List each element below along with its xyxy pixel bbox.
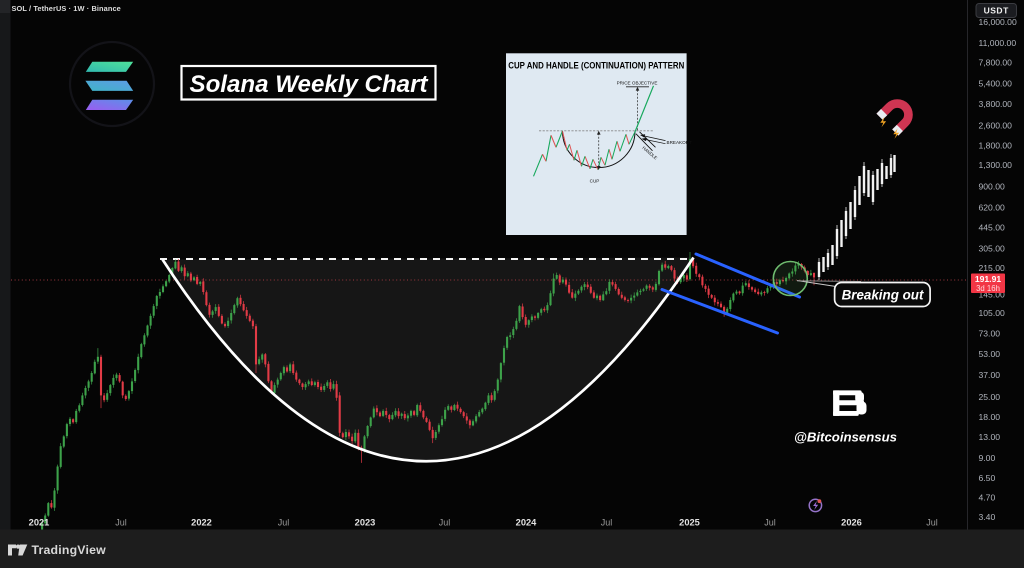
svg-text:305.00: 305.00 (979, 244, 1006, 254)
svg-text:CUP AND HANDLE (CONTINUATION): CUP AND HANDLE (CONTINUATION) PATTERN (508, 61, 684, 71)
svg-text:105.00: 105.00 (979, 308, 1006, 318)
svg-text:9.00: 9.00 (979, 453, 996, 463)
svg-text:16,000.00: 16,000.00 (979, 17, 1017, 27)
svg-text:25.00: 25.00 (979, 392, 1001, 402)
svg-text:Jul: Jul (764, 518, 776, 528)
svg-text:11,000.00: 11,000.00 (979, 38, 1017, 48)
svg-text:2025: 2025 (679, 518, 700, 528)
svg-text:USDT: USDT (984, 5, 1009, 15)
svg-text:Jul: Jul (278, 518, 290, 528)
svg-text:191.91: 191.91 (975, 274, 1002, 284)
svg-text:145.00: 145.00 (979, 290, 1006, 300)
svg-text:1,800.00: 1,800.00 (979, 141, 1013, 151)
svg-text:Jul: Jul (439, 518, 451, 528)
svg-text:TradingView: TradingView (32, 543, 107, 557)
svg-text:PRICE OBJECTIVE: PRICE OBJECTIVE (617, 80, 658, 85)
svg-text:Jul: Jul (926, 518, 938, 528)
svg-text:37.00: 37.00 (979, 370, 1001, 380)
svg-text:1,300.00: 1,300.00 (979, 160, 1013, 170)
svg-text:2026: 2026 (841, 518, 862, 528)
svg-text:7,800.00: 7,800.00 (979, 58, 1013, 68)
svg-text:CUP: CUP (590, 178, 600, 183)
svg-text:6.50: 6.50 (979, 473, 996, 483)
svg-text:445.00: 445.00 (979, 223, 1006, 233)
svg-text:620.00: 620.00 (979, 203, 1006, 213)
svg-text:18.00: 18.00 (979, 412, 1001, 422)
svg-text:215.00: 215.00 (979, 263, 1006, 273)
svg-text:3.40: 3.40 (979, 512, 996, 522)
svg-text:900.00: 900.00 (979, 181, 1006, 191)
svg-text:Breaking out: Breaking out (842, 288, 924, 303)
svg-text:73.00: 73.00 (979, 329, 1001, 339)
svg-text:53.00: 53.00 (979, 349, 1001, 359)
svg-text:SOL / TetherUS · 1W · Binance: SOL / TetherUS · 1W · Binance (12, 4, 121, 13)
svg-text:3d 16h: 3d 16h (976, 284, 1000, 293)
svg-text:2,600.00: 2,600.00 (979, 121, 1013, 131)
svg-text:4.70: 4.70 (979, 493, 996, 503)
svg-text:2021: 2021 (29, 518, 50, 528)
svg-text:2024: 2024 (516, 518, 538, 528)
svg-text:@Bitcoinsensus: @Bitcoinsensus (794, 430, 897, 445)
svg-text:2022: 2022 (191, 518, 212, 528)
svg-text:3,800.00: 3,800.00 (979, 99, 1013, 109)
svg-text:2023: 2023 (355, 518, 376, 528)
svg-text:13.00: 13.00 (979, 432, 1001, 442)
svg-text:Solana Weekly Chart: Solana Weekly Chart (190, 71, 429, 98)
svg-text:Jul: Jul (115, 518, 127, 528)
svg-text:Jul: Jul (601, 518, 613, 528)
svg-text:BREAKOUT: BREAKOUT (667, 140, 692, 145)
svg-text:5,400.00: 5,400.00 (979, 79, 1013, 89)
